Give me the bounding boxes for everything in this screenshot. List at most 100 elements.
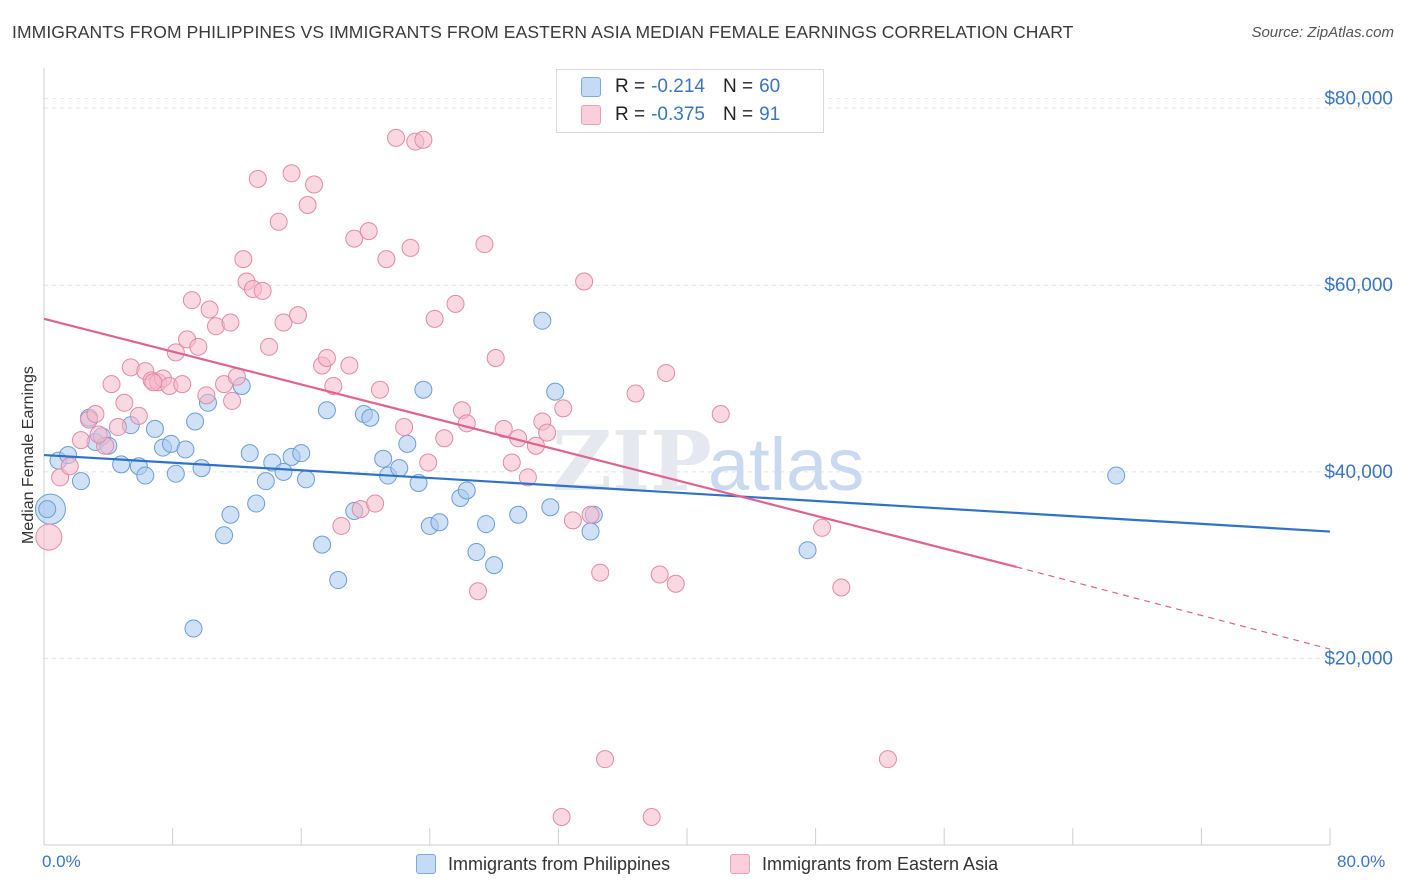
bottom-legend-label-eastern-asia: Immigrants from Eastern Asia	[762, 853, 999, 874]
point-eastern-asia	[657, 363, 676, 382]
point-philippines	[186, 412, 205, 431]
legend-swatch-eastern-asia	[581, 105, 601, 125]
y-tick-label: $60,000	[1324, 275, 1393, 296]
point-eastern-asia	[446, 294, 465, 313]
point-philippines	[581, 522, 600, 541]
point-eastern-asia	[288, 306, 307, 325]
legend-n-value: 91	[759, 104, 781, 125]
point-eastern-asia	[552, 808, 571, 827]
point-philippines	[485, 556, 504, 575]
bottom-legend-label-philippines: Immigrants from Philippines	[448, 853, 671, 874]
point-eastern-asia	[377, 250, 396, 269]
point-philippines	[798, 541, 817, 560]
source-label: Source: ZipAtlas.com	[1251, 24, 1394, 41]
point-eastern-asia	[575, 272, 594, 291]
point-eastern-asia	[563, 511, 582, 530]
point-eastern-asia	[317, 349, 336, 368]
point-eastern-asia	[626, 384, 645, 403]
point-philippines	[329, 571, 348, 590]
point-philippines	[71, 472, 90, 491]
point-eastern-asia	[425, 309, 444, 328]
point-philippines	[533, 311, 552, 330]
point-philippines	[409, 474, 428, 493]
point-eastern-asia	[401, 238, 420, 257]
point-eastern-asia	[324, 377, 343, 395]
y-tick-label: $20,000	[1324, 648, 1393, 669]
point-philippines	[274, 462, 293, 481]
point-eastern-asia	[144, 373, 163, 392]
point-eastern-asia	[419, 453, 438, 472]
point-philippines	[145, 419, 164, 438]
bottom-legend-eastern-asia: Immigrants from Eastern Asia	[730, 852, 998, 876]
y-axis-label: Median Female Earnings	[20, 366, 37, 544]
point-philippines	[414, 380, 433, 399]
point-eastern-asia	[298, 196, 317, 215]
point-eastern-asia	[60, 457, 79, 476]
point-eastern-asia	[221, 313, 240, 332]
y-tick-label: $40,000	[1324, 462, 1393, 483]
point-philippines	[317, 401, 336, 420]
point-philippines	[215, 526, 234, 545]
point-eastern-asia	[878, 750, 897, 769]
point-philippines	[166, 464, 185, 483]
point-eastern-asia	[227, 367, 246, 386]
series-philippines-points	[34, 311, 1126, 638]
point-philippines	[467, 543, 486, 562]
point-eastern-asia	[35, 523, 63, 551]
y-tick-labels: $20,000 $40,000 $60,000 $80,000	[1324, 89, 1393, 670]
point-eastern-asia	[274, 313, 293, 332]
legend-row-eastern-asia: R = -0.375 N = 91	[581, 103, 780, 127]
point-philippines	[546, 382, 565, 401]
point-philippines	[374, 449, 393, 468]
point-eastern-asia	[129, 406, 148, 425]
point-eastern-asia	[340, 356, 359, 375]
legend-n-value: 60	[759, 76, 781, 97]
watermark-atlas: atlas	[708, 423, 864, 506]
point-eastern-asia	[234, 250, 253, 269]
point-eastern-asia	[642, 808, 661, 827]
bottom-legend-philippines: Immigrants from Philippines	[416, 852, 670, 876]
point-eastern-asia	[435, 429, 454, 448]
point-eastern-asia	[666, 574, 685, 593]
point-philippines	[136, 466, 155, 485]
point-philippines	[176, 440, 195, 459]
point-eastern-asia	[359, 222, 378, 241]
point-eastern-asia	[414, 130, 433, 149]
point-philippines	[390, 459, 409, 478]
point-eastern-asia	[305, 175, 324, 194]
trend-lines	[43, 317, 1331, 650]
trend-line-philippines	[43, 453, 1331, 533]
trend-line-eastern-asia	[43, 317, 1017, 569]
point-eastern-asia	[332, 516, 351, 535]
chart-title: IMMIGRANTS FROM PHILIPPINES VS IMMIGRANT…	[12, 22, 1074, 42]
point-philippines	[477, 515, 496, 534]
bottom-legend-swatch-eastern-asia	[730, 854, 750, 874]
point-eastern-asia	[182, 291, 201, 310]
point-philippines	[361, 408, 380, 427]
point-eastern-asia	[173, 375, 192, 394]
legend-n-label: N =	[722, 104, 754, 125]
point-eastern-asia	[115, 393, 134, 412]
legend-r-label: R =	[615, 76, 646, 97]
point-philippines	[256, 472, 275, 491]
point-philippines	[247, 494, 266, 513]
series-eastern-asia-points	[35, 128, 897, 827]
point-philippines	[240, 444, 259, 463]
legend-r-value: -0.214	[651, 76, 705, 97]
point-philippines	[457, 481, 476, 500]
x-tick-label-min: 0.0%	[42, 852, 81, 871]
point-eastern-asia	[518, 468, 537, 487]
point-eastern-asia	[200, 300, 219, 319]
point-eastern-asia	[554, 399, 573, 418]
point-eastern-asia	[197, 386, 216, 405]
point-eastern-asia	[395, 418, 414, 437]
point-philippines	[38, 500, 57, 519]
point-eastern-asia	[502, 453, 521, 472]
x-tick-label-max: 80.0%	[1337, 852, 1386, 871]
point-eastern-asia	[248, 169, 267, 188]
point-eastern-asia	[223, 391, 242, 410]
point-philippines	[541, 498, 560, 517]
point-eastern-asia	[269, 212, 288, 231]
legend-swatch-philippines	[581, 77, 601, 97]
